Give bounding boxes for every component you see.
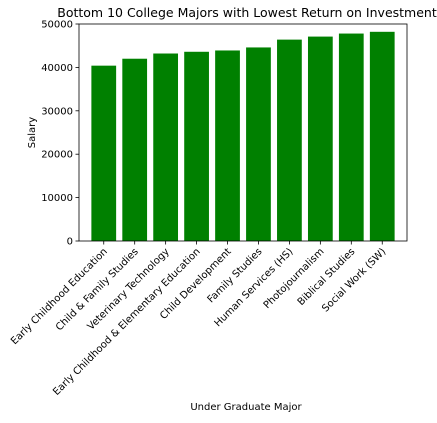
bar	[277, 39, 302, 242]
y-axis: 0 10000 20000 30000 40000 50000	[41, 20, 79, 248]
bar	[184, 51, 209, 241]
bar	[91, 65, 117, 241]
chart-title: Bottom 10 College Majors with Lowest Ret…	[57, 5, 437, 20]
bar	[153, 53, 179, 242]
bar	[338, 33, 364, 241]
y-tick-label: 0	[67, 237, 73, 248]
x-axis-label: Under Graduate Major	[190, 402, 302, 413]
y-axis-label: Salary	[27, 117, 38, 148]
x-tick-label: Biblical Studies	[296, 246, 358, 308]
bar	[215, 50, 240, 241]
bar	[307, 36, 333, 242]
x-tick-label: Early Childhood & Elementary Education	[51, 246, 203, 398]
y-tick-label: 10000	[41, 193, 73, 204]
bar	[246, 47, 271, 241]
y-tick-label: 20000	[41, 150, 73, 161]
bars-layer	[91, 31, 395, 242]
y-tick-label: 30000	[41, 106, 73, 117]
plot-frame	[78, 23, 408, 242]
bar	[122, 58, 148, 241]
bar	[369, 31, 395, 242]
y-tick-label: 50000	[41, 20, 73, 31]
y-tick-label: 40000	[41, 63, 73, 74]
x-tick-label: Family Studies	[206, 246, 265, 305]
